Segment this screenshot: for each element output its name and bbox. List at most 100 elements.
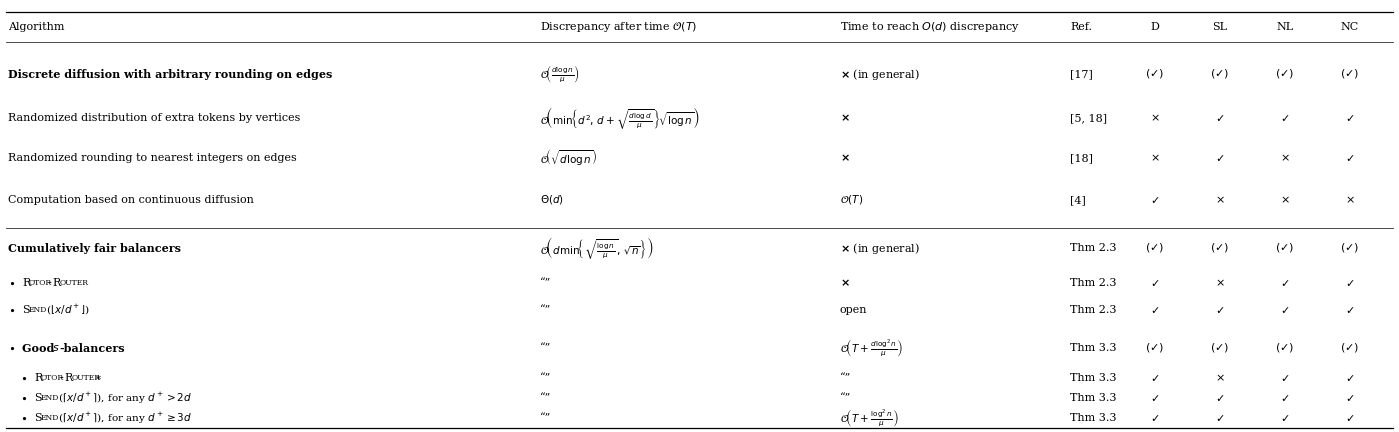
Text: [17]: [17]	[1070, 69, 1093, 79]
Text: $\bullet$: $\bullet$	[20, 373, 27, 383]
Text: Algorithm: Algorithm	[8, 22, 64, 32]
Text: ($\lceil x/d^+\rceil$), for any $d^+ > 2d$: ($\lceil x/d^+\rceil$), for any $d^+ > 2…	[55, 391, 192, 406]
Text: END: END	[28, 306, 48, 314]
Text: OUTER: OUTER	[71, 374, 101, 382]
Text: $\checkmark$: $\checkmark$	[1280, 113, 1290, 123]
Text: $(\checkmark)$: $(\checkmark)$	[1146, 67, 1164, 80]
Text: Computation based on continuous diffusion: Computation based on continuous diffusio…	[8, 195, 253, 205]
Text: $\boldsymbol{\times}$: $\boldsymbol{\times}$	[839, 153, 851, 163]
Text: $\times$: $\times$	[1280, 152, 1290, 163]
Text: Thm 3.3: Thm 3.3	[1070, 373, 1116, 383]
Text: $\checkmark$: $\checkmark$	[1150, 413, 1160, 423]
Text: $\checkmark$: $\checkmark$	[1346, 413, 1354, 423]
Text: D: D	[1150, 22, 1160, 32]
Text: $\boldsymbol{\times}$: $\boldsymbol{\times}$	[839, 278, 851, 288]
Text: “”: “”	[540, 305, 551, 315]
Text: $\checkmark$: $\checkmark$	[1346, 393, 1354, 403]
Text: -balancers: -balancers	[59, 343, 125, 353]
Text: $\times$: $\times$	[1216, 194, 1226, 206]
Text: $\checkmark$: $\checkmark$	[1216, 413, 1224, 423]
Text: $(\checkmark)$: $(\checkmark)$	[1340, 67, 1360, 80]
Text: Randomized rounding to nearest integers on edges: Randomized rounding to nearest integers …	[8, 153, 297, 163]
Text: $\mathcal{O}\!\left(T+\frac{d\log^2 n}{\mu}\right)$: $\mathcal{O}\!\left(T+\frac{d\log^2 n}{\…	[839, 337, 904, 359]
Text: $\checkmark$: $\checkmark$	[1216, 393, 1224, 403]
Text: $\checkmark$: $\checkmark$	[1150, 278, 1160, 288]
Text: $\bullet$: $\bullet$	[8, 278, 15, 288]
Text: $\boldsymbol{\times}$ (in general): $\boldsymbol{\times}$ (in general)	[839, 67, 921, 82]
Text: Ref.: Ref.	[1070, 22, 1093, 32]
Text: $\mathcal{O}\!\left(\min\!\left\{d^2,\,d+\sqrt{\frac{d\log d}{\mu}}\right\}\!\sq: $\mathcal{O}\!\left(\min\!\left\{d^2,\,d…	[540, 105, 700, 131]
Text: $(\checkmark)$: $(\checkmark)$	[1210, 67, 1230, 80]
Text: $\mathcal{O}\!\left(d\min\!\left\{\sqrt{\frac{\log n}{\mu}},\,\sqrt{n}\right\}\r: $\mathcal{O}\!\left(d\min\!\left\{\sqrt{…	[540, 235, 653, 261]
Text: “”: “”	[540, 373, 551, 383]
Text: $\times$: $\times$	[1216, 372, 1226, 384]
Text: Randomized distribution of extra tokens by vertices: Randomized distribution of extra tokens …	[8, 113, 301, 123]
Text: “”: “”	[540, 343, 551, 353]
Text: [4]: [4]	[1070, 195, 1086, 205]
Text: R: R	[22, 278, 31, 288]
Text: $\checkmark$: $\checkmark$	[1280, 278, 1290, 288]
Text: R: R	[64, 373, 73, 383]
Text: OTOR: OTOR	[28, 279, 52, 287]
Text: OUTER: OUTER	[59, 279, 88, 287]
Text: $\checkmark$: $\checkmark$	[1346, 113, 1354, 123]
Text: $(\checkmark)$: $(\checkmark)$	[1276, 241, 1294, 254]
Text: S: S	[22, 305, 29, 315]
Text: -: -	[48, 278, 52, 288]
Text: $\times$: $\times$	[1216, 277, 1226, 289]
Text: $\checkmark$: $\checkmark$	[1216, 305, 1224, 315]
Text: “”: “”	[540, 393, 551, 403]
Text: Thm 2.3: Thm 2.3	[1070, 278, 1116, 288]
Text: END: END	[41, 414, 59, 422]
Text: $\checkmark$: $\checkmark$	[1150, 195, 1160, 205]
Text: $(\checkmark)$: $(\checkmark)$	[1210, 241, 1230, 254]
Text: $\times$: $\times$	[1344, 194, 1354, 206]
Text: Thm 3.3: Thm 3.3	[1070, 413, 1116, 423]
Text: $\boldsymbol{\times}$: $\boldsymbol{\times}$	[839, 113, 851, 123]
Text: $(\checkmark)$: $(\checkmark)$	[1340, 342, 1360, 355]
Text: $\checkmark$: $\checkmark$	[1150, 305, 1160, 315]
Text: $\mathcal{O}\!\left(\sqrt{d\log n}\right)$: $\mathcal{O}\!\left(\sqrt{d\log n}\right…	[540, 148, 597, 168]
Text: Thm 2.3: Thm 2.3	[1070, 243, 1116, 253]
Text: $\checkmark$: $\checkmark$	[1280, 305, 1290, 315]
Text: $\times$: $\times$	[1150, 112, 1160, 124]
Text: S: S	[34, 393, 42, 403]
Text: “”: “”	[540, 413, 551, 423]
Text: $(\checkmark)$: $(\checkmark)$	[1146, 342, 1164, 355]
Text: NL: NL	[1276, 22, 1294, 32]
Text: $\checkmark$: $\checkmark$	[1280, 413, 1290, 423]
Text: $\checkmark$: $\checkmark$	[1346, 305, 1354, 315]
Text: -: -	[60, 373, 63, 383]
Text: $\checkmark$: $\checkmark$	[1216, 153, 1224, 163]
Text: SL: SL	[1213, 22, 1227, 32]
Text: ($\lceil x/d^+\rceil$), for any $d^+ \geq 3d$: ($\lceil x/d^+\rceil$), for any $d^+ \ge…	[55, 410, 192, 426]
Text: $\checkmark$: $\checkmark$	[1346, 373, 1354, 383]
Text: $(\checkmark)$: $(\checkmark)$	[1276, 67, 1294, 80]
Text: R: R	[34, 373, 42, 383]
Text: Thm 3.3: Thm 3.3	[1070, 393, 1116, 403]
Text: $\boldsymbol{\times}$ (in general): $\boldsymbol{\times}$ (in general)	[839, 241, 921, 255]
Text: R: R	[53, 278, 62, 288]
Text: $\mathcal{O}(T)$: $\mathcal{O}(T)$	[839, 194, 863, 206]
Text: $\Theta(d)$: $\Theta(d)$	[540, 194, 564, 206]
Text: $\mathcal{O}\!\left(T+\frac{\log^2 n}{\mu}\right)$: $\mathcal{O}\!\left(T+\frac{\log^2 n}{\m…	[839, 407, 898, 429]
Text: “”: “”	[540, 278, 551, 288]
Text: $\checkmark$: $\checkmark$	[1216, 113, 1224, 123]
Text: Discrepancy after time $\mathcal{O}(T)$: Discrepancy after time $\mathcal{O}(T)$	[540, 20, 698, 34]
Text: OTOR: OTOR	[41, 374, 63, 382]
Text: “”: “”	[839, 373, 851, 383]
Text: $\bullet$: $\bullet$	[20, 413, 27, 423]
Text: $\checkmark$: $\checkmark$	[1346, 153, 1354, 163]
Text: $\times$: $\times$	[1150, 152, 1160, 163]
Text: Discrete diffusion with arbitrary rounding on edges: Discrete diffusion with arbitrary roundi…	[8, 69, 333, 79]
Text: $\times$: $\times$	[1280, 194, 1290, 206]
Text: Time to reach $O(d)$ discrepancy: Time to reach $O(d)$ discrepancy	[839, 20, 1020, 34]
Text: $(\checkmark)$: $(\checkmark)$	[1340, 241, 1360, 254]
Text: NC: NC	[1340, 22, 1358, 32]
Text: $\checkmark$: $\checkmark$	[1346, 278, 1354, 288]
Text: $\checkmark$: $\checkmark$	[1150, 393, 1160, 403]
Text: [5, 18]: [5, 18]	[1070, 113, 1107, 123]
Text: $\checkmark$: $\checkmark$	[1150, 373, 1160, 383]
Text: $\bullet$: $\bullet$	[8, 343, 17, 353]
Text: open: open	[839, 305, 867, 315]
